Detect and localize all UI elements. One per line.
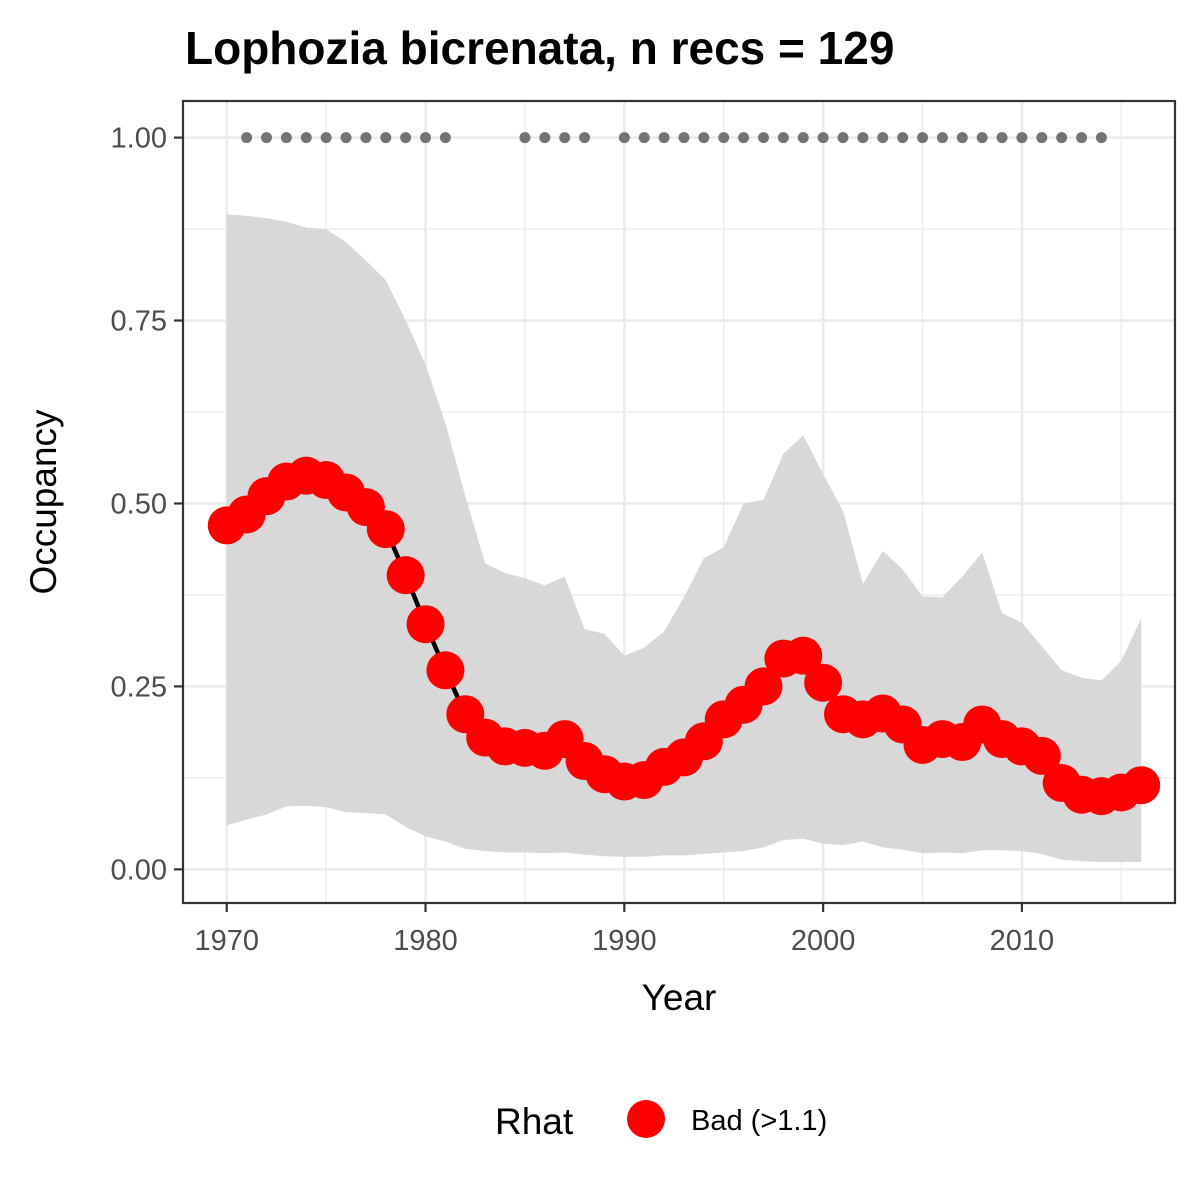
record-dot: [280, 132, 292, 144]
occupancy-point: [406, 605, 445, 644]
record-dot: [241, 132, 253, 144]
occupancy-point: [744, 667, 783, 706]
x-axis-label: Year: [642, 977, 717, 1018]
record-dot: [996, 132, 1008, 144]
occupancy-point: [784, 636, 823, 675]
occupancy-point: [366, 510, 405, 549]
y-tick-label: 0.25: [111, 671, 167, 703]
x-tick-label: 1970: [194, 925, 259, 957]
record-dot: [320, 132, 332, 144]
record-dot: [857, 132, 869, 144]
record-dot: [1016, 132, 1028, 144]
legend-title: Rhat: [495, 1101, 574, 1142]
legend: Rhat Bad (>1.1): [495, 1100, 827, 1142]
record-dot: [439, 132, 451, 144]
record-dot: [1036, 132, 1048, 144]
record-dot: [400, 132, 412, 144]
record-dot: [777, 132, 789, 144]
occupancy-point: [804, 663, 843, 702]
y-axis: 0.00 0.25 0.50 0.75 1.00: [111, 123, 183, 886]
record-dot: [618, 132, 630, 144]
record-dot: [658, 132, 670, 144]
record-dot: [380, 132, 392, 144]
record-dot: [420, 132, 432, 144]
record-dot: [976, 132, 988, 144]
x-tick-label: 2000: [791, 925, 856, 957]
record-dot: [559, 132, 571, 144]
record-dot: [897, 132, 909, 144]
record-dot: [519, 132, 531, 144]
record-dot: [678, 132, 690, 144]
record-dot: [300, 132, 312, 144]
x-axis: 1970 1980 1990 2000 2010: [194, 903, 1054, 957]
y-tick-label: 0.00: [111, 854, 167, 886]
record-dot: [638, 132, 650, 144]
y-axis-label: Occupancy: [23, 409, 64, 595]
panel-border: [181, 99, 1177, 905]
record-dot: [956, 132, 968, 144]
record-dot: [738, 132, 750, 144]
record-dot: [360, 132, 372, 144]
y-tick-label: 0.75: [111, 306, 167, 338]
occupancy-points-layer: [207, 456, 1161, 816]
record-dot: [797, 132, 809, 144]
record-dot: [1056, 132, 1068, 144]
record-dot: [877, 132, 889, 144]
chart-title: Lophozia bicrenata, n recs = 129: [185, 22, 894, 74]
record-dot: [698, 132, 710, 144]
record-dot: [917, 132, 929, 144]
record-dot: [1095, 132, 1107, 144]
y-tick-label: 0.50: [111, 488, 167, 520]
record-dots-layer: [241, 132, 1107, 144]
record-dot: [539, 132, 551, 144]
record-dot: [260, 132, 272, 144]
record-dot: [1076, 132, 1088, 144]
record-dot: [718, 132, 730, 144]
record-dot: [340, 132, 352, 144]
occupancy-point: [1122, 766, 1161, 805]
record-dot: [936, 132, 948, 144]
legend-key-bad-rhat: [627, 1100, 665, 1138]
record-dot: [579, 132, 591, 144]
record-dot: [817, 132, 829, 144]
x-tick-label: 1980: [393, 925, 458, 957]
x-tick-label: 1990: [592, 925, 657, 957]
record-dot: [837, 132, 849, 144]
record-dot: [757, 132, 769, 144]
occupancy-point: [1022, 736, 1061, 775]
occupancy-point: [426, 651, 465, 690]
legend-label-bad-rhat: Bad (>1.1): [691, 1105, 827, 1137]
x-tick-label: 2010: [990, 925, 1055, 957]
occupancy-point: [386, 556, 425, 595]
y-tick-label: 1.00: [111, 123, 167, 155]
